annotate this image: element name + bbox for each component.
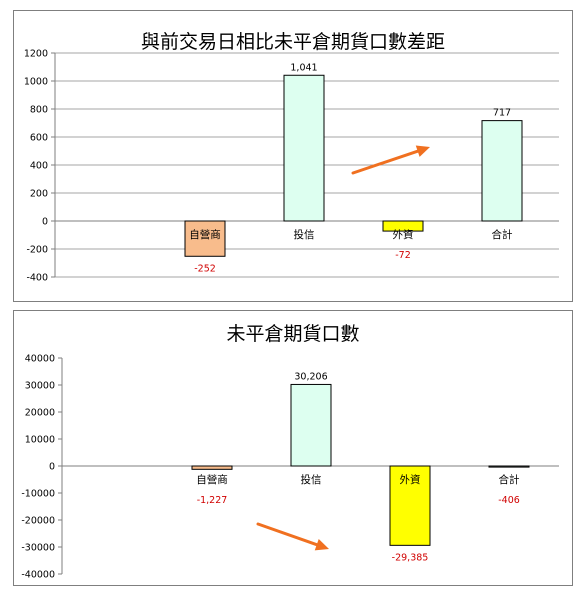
x-category-label: 合計 — [492, 228, 513, 241]
data-label: 1,041 — [290, 62, 317, 73]
x-category-label: 合計 — [499, 473, 520, 486]
y-tick-label: -200 — [26, 245, 48, 256]
y-tick-label: 40000 — [25, 354, 55, 365]
x-category-label: 投信 — [294, 228, 315, 241]
bar — [184, 220, 226, 257]
x-category-label: 自營商 — [196, 473, 228, 486]
y-tick-label: 800 — [30, 105, 48, 116]
chart-title: 未平倉期貨口數 — [226, 323, 360, 345]
y-tick-label: -20000 — [21, 516, 55, 527]
annotation-arrow-head — [314, 539, 329, 551]
data-label: 30,206 — [294, 371, 327, 382]
bar — [488, 465, 530, 468]
bar — [382, 220, 424, 232]
data-label: -406 — [498, 495, 520, 506]
data-label: -29,385 — [392, 552, 429, 563]
x-category-label: 自營商 — [189, 228, 221, 241]
y-tick-label: 30000 — [25, 381, 55, 392]
chart-panel-bottom: 未平倉期貨口數 -40000 -30000 -20000 -10000 0 10000 20… — [13, 310, 573, 586]
chart-title: 與前交易日相比未平倉期貨口數差距 — [140, 31, 445, 53]
y-tick-label: 400 — [30, 161, 48, 172]
x-category-label: 外資 — [400, 474, 421, 486]
y-tick-label: -30000 — [21, 543, 55, 554]
y-tick-label: 200 — [30, 189, 48, 200]
y-tick-label: 10000 — [25, 435, 55, 446]
y-tick-label: 1200 — [24, 49, 48, 60]
chart-panel-top: 與前交易日相比未平倉期貨口數差距 -400 -200 0 200 400 600 800 10… — [13, 10, 573, 302]
y-tick-label: 0 — [49, 462, 55, 473]
y-tick-label: -10000 — [21, 489, 55, 500]
data-label: -72 — [395, 250, 411, 261]
bar — [283, 74, 325, 222]
y-tick-label: 1000 — [24, 77, 48, 88]
x-category-label: 投信 — [301, 473, 322, 486]
y-tick-label: -400 — [26, 273, 48, 284]
y-tick-label: 20000 — [25, 408, 55, 419]
bar — [290, 383, 332, 467]
annotation-arrow-head — [415, 145, 430, 157]
annotation-arrow — [256, 522, 319, 547]
y-tick-label: 600 — [30, 133, 48, 144]
bar — [389, 465, 431, 546]
bar — [191, 465, 233, 470]
x-category-label: 外資 — [393, 229, 414, 241]
chart-plot-bottom: -40000 -30000 -20000 -10000 0 10000 20000 30000… — [21, 354, 559, 581]
annotation-arrow — [351, 149, 420, 175]
y-tick-label: 0 — [42, 217, 48, 228]
chart-plot-top: -400 -200 0 200 400 600 800 1000 1200 自營商 -252 投信 1,… — [24, 49, 559, 284]
data-label: 717 — [493, 108, 511, 119]
data-label: -252 — [194, 263, 216, 274]
bar — [481, 120, 523, 222]
y-tick-label: -40000 — [21, 570, 55, 581]
data-label: -1,227 — [197, 495, 228, 506]
